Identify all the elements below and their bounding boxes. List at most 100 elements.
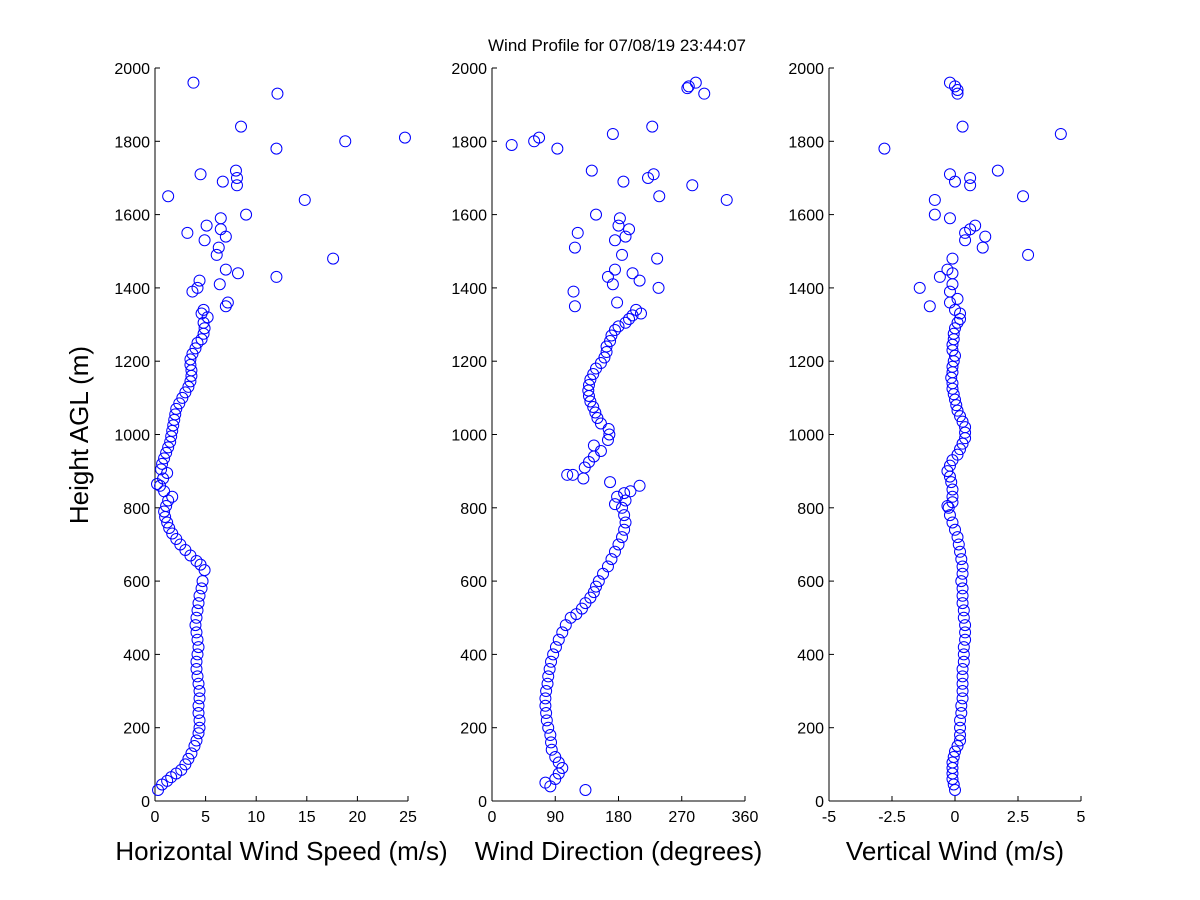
- data-point: [193, 721, 206, 734]
- x-tick-label: 360: [732, 809, 759, 826]
- data-point: [193, 589, 206, 602]
- data-point: [651, 252, 664, 265]
- data-point: [240, 208, 253, 221]
- data-point: [959, 426, 972, 439]
- y-tick-label: 1000: [788, 428, 824, 445]
- data-point: [608, 324, 621, 337]
- x-tick-label: 0: [488, 809, 497, 826]
- data-point: [624, 485, 637, 498]
- data-point: [179, 758, 192, 771]
- data-point: [213, 278, 226, 291]
- data-point: [229, 164, 242, 177]
- data-point: [556, 626, 569, 639]
- data-point: [201, 311, 214, 324]
- y-tick-label: 800: [797, 501, 824, 518]
- x-tick-label: -2.5: [878, 809, 906, 826]
- data-point: [991, 164, 1004, 177]
- data-point: [946, 278, 959, 291]
- data-point: [541, 677, 554, 690]
- data-point: [608, 263, 621, 276]
- y-tick-label: 200: [460, 721, 487, 738]
- data-point: [571, 226, 584, 239]
- figure-title: Wind Profile for 07/08/19 23:44:07: [488, 36, 746, 55]
- data-point: [192, 727, 205, 740]
- panel-speed: 0 200 400 600 800 1000 1200 1400 1600 1800 2000 0 5 1…: [114, 61, 447, 866]
- y-tick-label: 600: [123, 574, 150, 591]
- data-point: [192, 597, 205, 610]
- data-point: [964, 179, 977, 192]
- data-point: [160, 499, 173, 512]
- y-tick-label: 1800: [788, 134, 824, 151]
- data-point: [192, 699, 205, 712]
- data-point: [606, 278, 619, 291]
- data-point: [191, 604, 204, 617]
- data-point: [618, 487, 631, 500]
- data-point: [585, 164, 598, 177]
- data-point: [190, 626, 203, 639]
- x-tick-label: 25: [399, 809, 417, 826]
- data-point: [951, 531, 964, 544]
- data-point: [976, 241, 989, 254]
- data-point: [162, 190, 175, 203]
- data-point: [619, 316, 632, 329]
- data-point: [587, 439, 600, 452]
- x-tick-label: 15: [298, 809, 316, 826]
- data-point: [533, 131, 546, 144]
- data-point: [561, 468, 574, 481]
- data-point: [587, 586, 600, 599]
- data-point: [720, 193, 733, 206]
- data-point: [542, 721, 555, 734]
- data-point: [200, 219, 213, 232]
- data-point: [544, 780, 557, 793]
- y-tick-label: 2000: [788, 61, 824, 78]
- data-point: [955, 699, 968, 712]
- data-point: [969, 219, 982, 232]
- data-point: [941, 263, 954, 276]
- y-tick-label: 1200: [451, 354, 487, 371]
- data-point: [545, 655, 558, 668]
- data-point: [943, 285, 956, 298]
- data-point: [210, 248, 223, 261]
- x-tick-label: 0: [951, 809, 960, 826]
- data-point: [189, 619, 202, 632]
- data-point: [947, 327, 960, 340]
- y-tick-label: 600: [460, 574, 487, 591]
- data-point: [619, 230, 632, 243]
- data-point: [1022, 248, 1035, 261]
- x-axis-title: Horizontal Wind Speed (m/s): [115, 836, 447, 866]
- data-point: [956, 597, 969, 610]
- data-point: [959, 633, 972, 646]
- data-point: [590, 208, 603, 221]
- data-point: [618, 509, 631, 522]
- data-point: [603, 428, 616, 441]
- data-point: [544, 729, 557, 742]
- data-point: [617, 175, 630, 188]
- data-point: [943, 212, 956, 225]
- x-tick-label: 90: [546, 809, 564, 826]
- data-point: [957, 604, 970, 617]
- data-point: [941, 499, 954, 512]
- data-point: [959, 421, 972, 434]
- x-tick-label: 5: [1077, 809, 1086, 826]
- data-point: [943, 459, 956, 472]
- y-tick-label: 1200: [114, 354, 150, 371]
- data-point: [949, 745, 961, 758]
- data-point: [945, 476, 958, 489]
- data-point: [587, 401, 600, 414]
- data-point: [184, 353, 197, 366]
- data-point: [219, 263, 232, 276]
- data-point: [616, 501, 629, 514]
- data-point: [956, 677, 969, 690]
- data-point: [170, 402, 183, 415]
- data-point: [191, 281, 204, 294]
- data-point: [161, 466, 174, 479]
- data-point: [601, 560, 614, 573]
- data-point: [949, 322, 961, 335]
- data-point: [616, 248, 629, 261]
- data-point: [579, 784, 592, 797]
- data-point: [185, 747, 198, 760]
- data-point: [941, 465, 954, 478]
- data-point: [957, 611, 970, 624]
- data-point: [951, 292, 964, 305]
- x-tick-label: -5: [822, 809, 836, 826]
